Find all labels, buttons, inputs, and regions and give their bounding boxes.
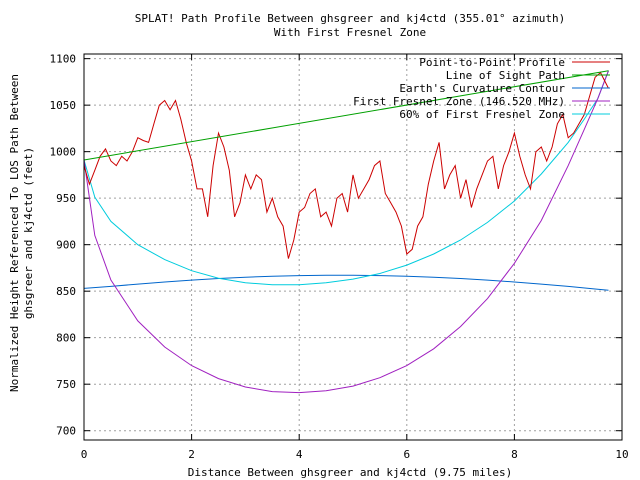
x-tick-label: 6 [403,448,410,461]
x-axis-label: Distance Between ghsgreer and kj4ctd (9.… [188,466,513,479]
chart-subtitle: With First Fresnel Zone [274,26,426,39]
earth-curvature-line [83,274,609,291]
x-tick-label: 0 [81,448,88,461]
x-tick-label: 4 [296,448,303,461]
series-lines [83,70,609,394]
legend-label: Earth's Curvature Contour [399,82,565,95]
y-tick-label: 800 [56,332,76,345]
legend-label: First Fresnel Zone (146.520 MHz) [353,95,565,108]
axis-ticks: 0 2 4 6 8 10 700 750 800 850 900 950 1000 1050 1100 [50,53,629,461]
grid-lines [84,54,622,440]
fresnel-60-line [83,70,609,286]
y-tick-label: 1050 [50,99,77,112]
y-tick-label: 850 [56,285,76,298]
plot-frame [83,53,623,441]
x-tick-label: 10 [615,448,628,461]
chart-title: SPLAT! Path Profile Between ghsgreer and… [135,12,565,25]
legend-label: 60% of First Fresnel Zone [399,108,565,121]
legend-label: Point-to-Point Profile [419,56,565,69]
y-axis-label-line1: Normalized Height Referenced To LOS Path… [8,74,21,392]
y-tick-label: 900 [56,239,76,252]
y-tick-label: 750 [56,378,76,391]
legend-label: Line of Sight Path [446,69,565,82]
x-tick-label: 2 [188,448,195,461]
y-tick-label: 700 [56,425,76,438]
y-tick-label: 1000 [50,146,77,159]
x-tick-label: 8 [511,448,518,461]
line-of-sight-line [83,70,609,161]
y-axis-label-line2: ghsgreer and kj4ctd (feet) [22,147,35,319]
y-tick-label: 1100 [50,53,77,66]
terrain-profile-line [83,71,609,259]
fresnel-zone-line [83,70,609,394]
y-tick-label: 950 [56,192,76,205]
